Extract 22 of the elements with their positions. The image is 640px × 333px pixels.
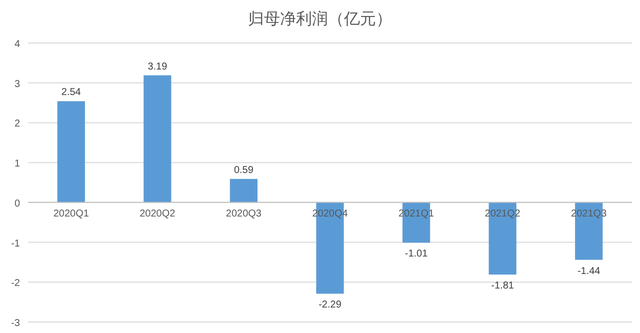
y-tick-label: -3 (11, 318, 20, 329)
x-tick-label: 2020Q2 (140, 208, 176, 220)
data-label: -1.01 (404, 248, 428, 260)
data-label: 0.59 (234, 164, 254, 176)
y-tick-label: 3 (14, 78, 20, 90)
bar (144, 75, 172, 202)
y-tick-label: 1 (14, 158, 20, 170)
x-tick-label: 2020Q1 (53, 208, 90, 220)
data-label: 2.54 (61, 87, 82, 98)
data-label: 3.19 (148, 61, 168, 72)
y-tick-label: 0 (14, 198, 20, 210)
data-label: -2.29 (318, 300, 342, 311)
data-label: -1.81 (491, 280, 514, 292)
bar (230, 178, 258, 202)
y-tick-label: -1 (11, 238, 20, 250)
x-tick-label: 2020Q3 (226, 208, 262, 220)
bar (57, 101, 85, 202)
chart-title: 归母净利润（亿元） (248, 10, 392, 28)
y-tick-label: 4 (14, 39, 20, 50)
y-tick-label: -2 (11, 278, 20, 290)
y-tick-label: 2 (14, 118, 20, 130)
data-label: -1.44 (577, 266, 601, 277)
